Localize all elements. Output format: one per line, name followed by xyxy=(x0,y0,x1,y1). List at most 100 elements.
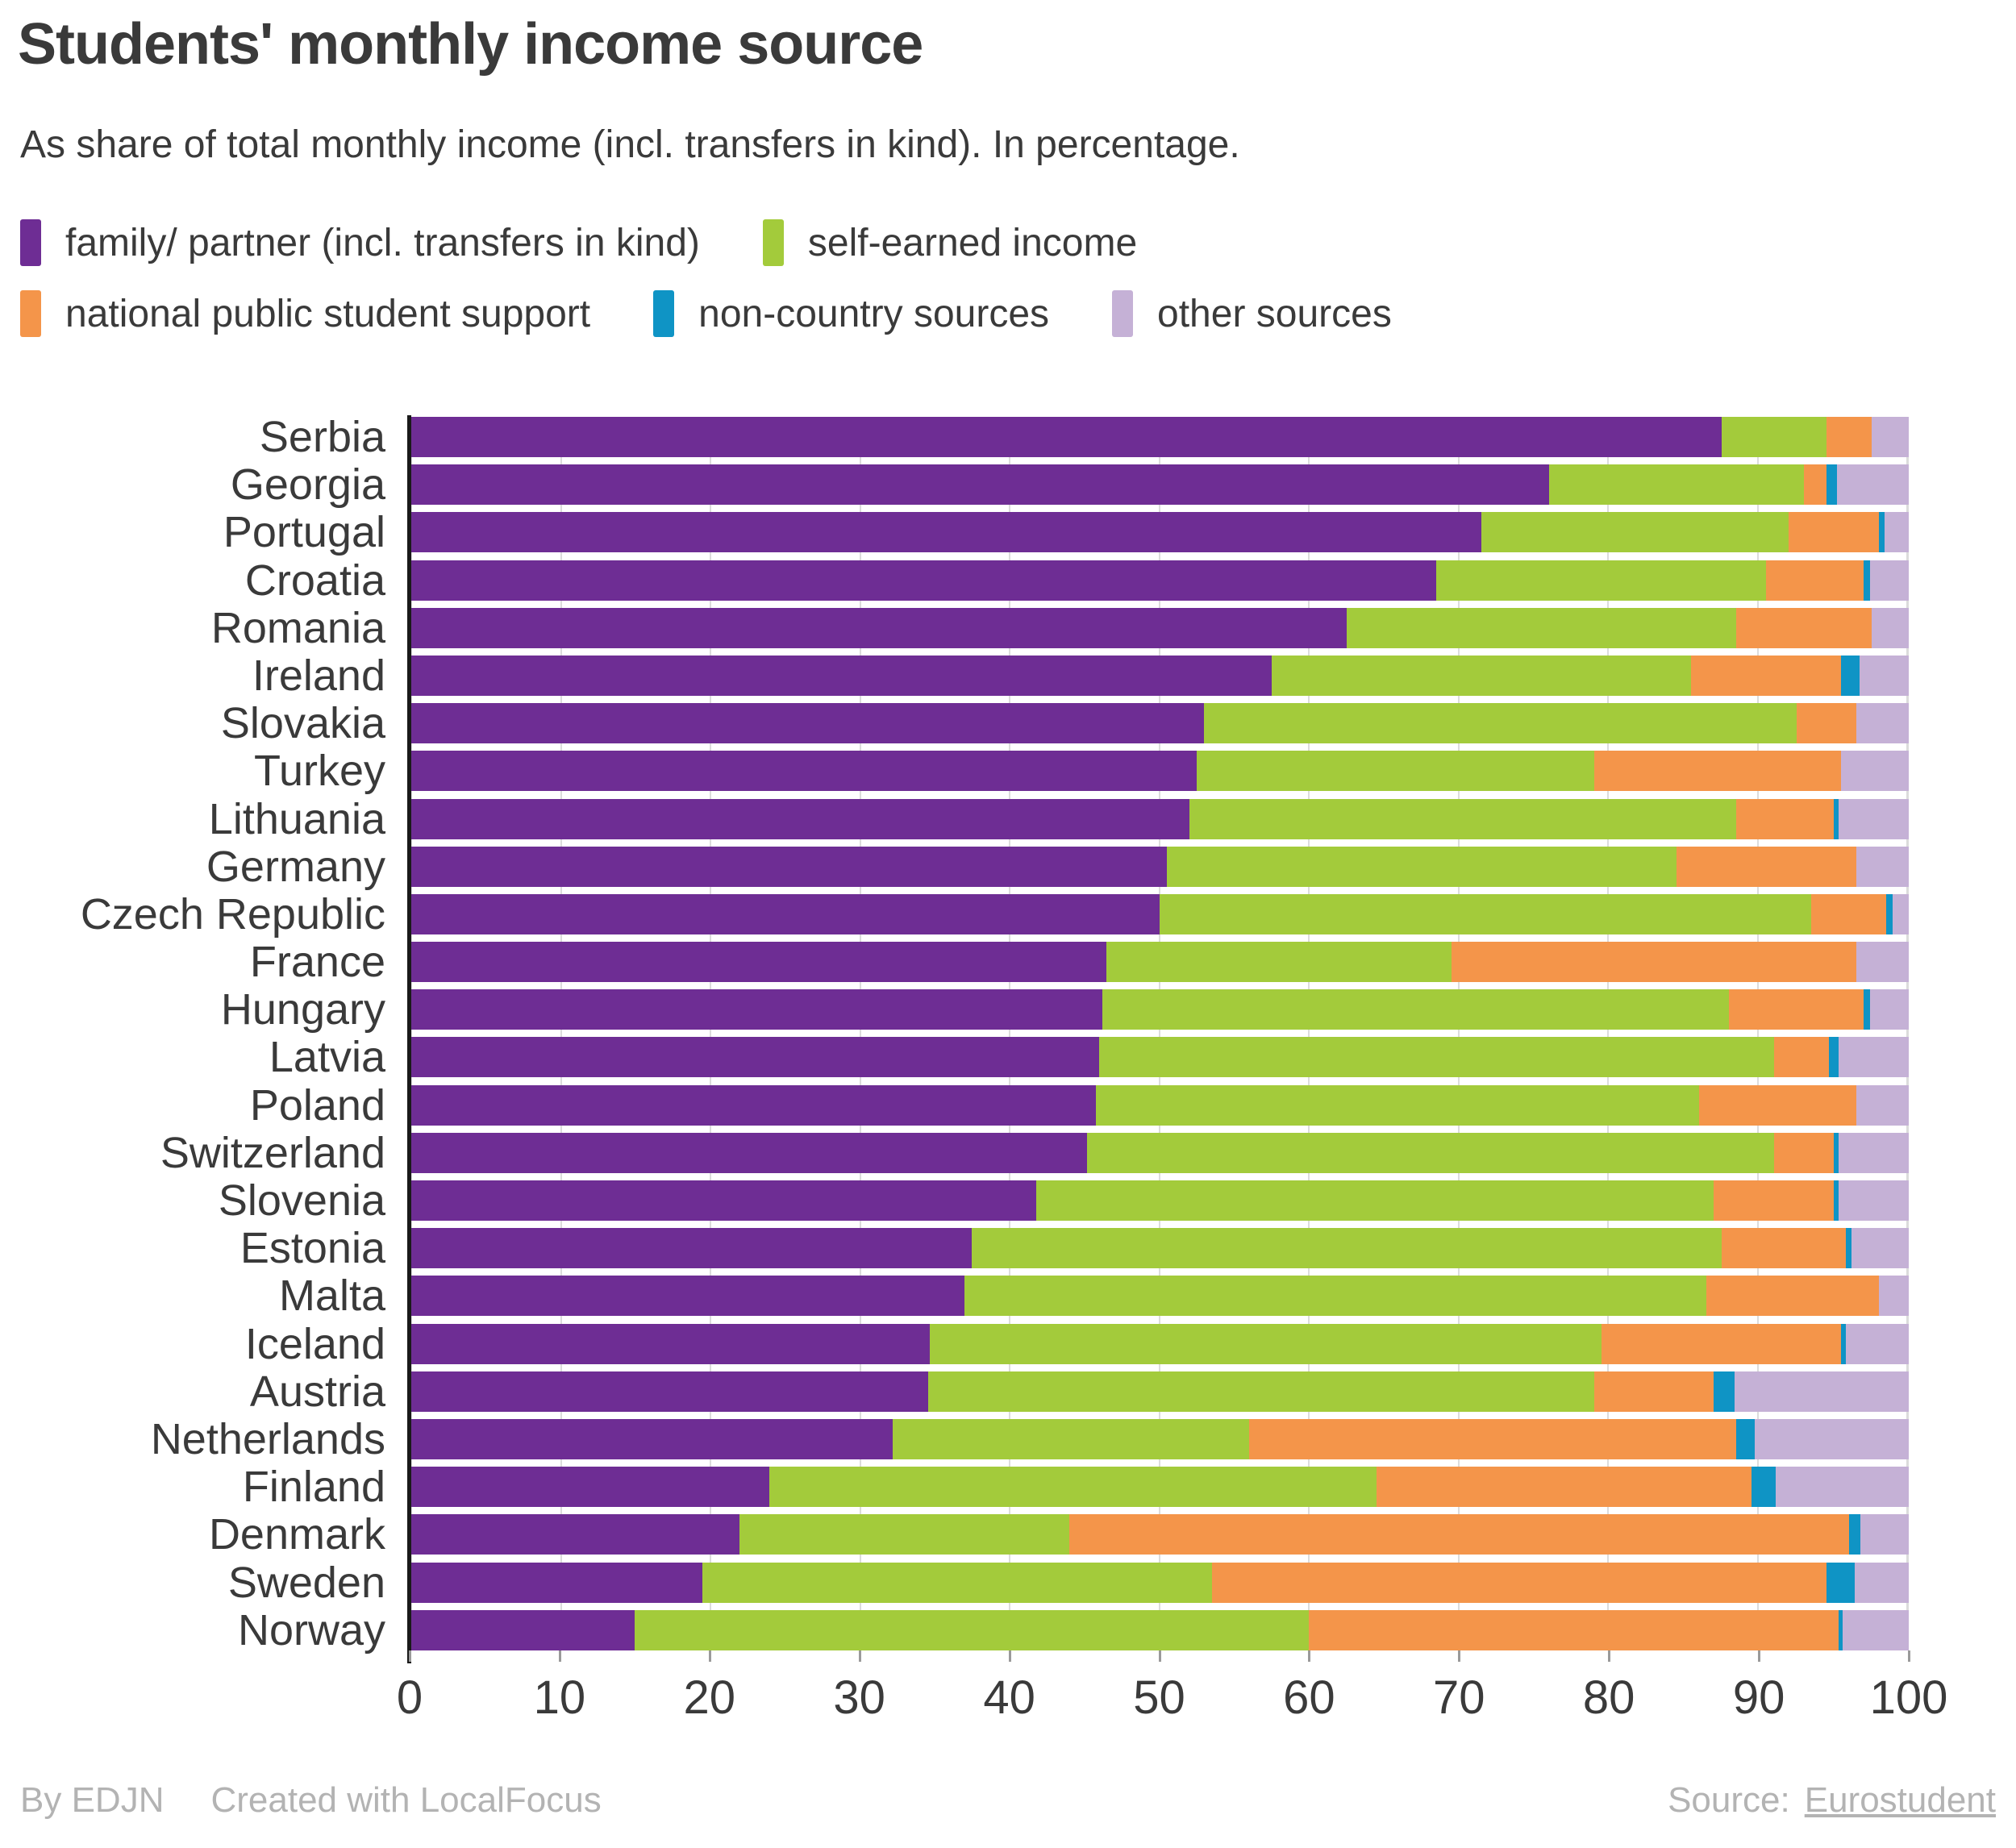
legend-item-non_country: non-country sources xyxy=(653,290,1049,337)
national_support-segment xyxy=(1601,1323,1842,1364)
family-segment xyxy=(410,942,1107,983)
x-axis-labels: 0 10 20 30 40 50 60 70 80 90 100 xyxy=(397,1671,1948,1727)
family-segment xyxy=(410,1514,739,1555)
self_earned-segment xyxy=(972,1228,1722,1269)
other-segment xyxy=(1856,846,1909,887)
stacked-bar xyxy=(410,1228,1909,1269)
family-segment xyxy=(410,1609,635,1650)
created-with: Created with LocalFocus xyxy=(210,1780,602,1820)
byline: By EDJN xyxy=(20,1780,165,1820)
family-segment xyxy=(410,798,1189,839)
self_earned-segment xyxy=(1087,1132,1774,1173)
non_country-segment xyxy=(1841,655,1860,696)
bar-row: Germany xyxy=(0,842,1909,891)
other-segment xyxy=(1851,1228,1909,1269)
stacked-bar xyxy=(410,1132,1909,1173)
self_earned-segment xyxy=(1271,655,1692,696)
bar-row: Ireland xyxy=(0,654,1909,697)
tick-20 xyxy=(708,1650,711,1662)
stacked-bar xyxy=(410,1562,1909,1603)
self_earned-segment xyxy=(892,1418,1250,1459)
country-label: Malta xyxy=(278,1272,385,1321)
legend-label: non-country sources xyxy=(698,292,1050,335)
national_support-segment xyxy=(1706,1276,1879,1317)
bar-row: Slovakia xyxy=(0,701,1909,745)
national_support-swatch-icon xyxy=(20,290,41,337)
non_country-segment xyxy=(1864,989,1870,1030)
family-segment xyxy=(410,1180,1037,1221)
self_earned-segment xyxy=(1166,846,1677,887)
national_support-segment xyxy=(1766,560,1864,601)
bar-row: Latvia xyxy=(0,1033,1909,1082)
self_earned-segment xyxy=(1189,798,1737,839)
gridline-90 xyxy=(1756,418,1759,1649)
other-segment xyxy=(1878,1276,1909,1317)
stacked-bar xyxy=(410,1514,1909,1555)
country-label: Germany xyxy=(206,842,385,891)
legend-item-national_support: national public student support xyxy=(20,290,590,337)
self_earned-segment xyxy=(1159,893,1812,934)
family-segment xyxy=(410,846,1167,887)
legend-label: self-earned income xyxy=(807,221,1138,264)
tick-30 xyxy=(858,1650,861,1662)
bar-row: Serbia xyxy=(0,415,1909,459)
x-axis-label-0: 0 xyxy=(396,1671,423,1724)
tick-100 xyxy=(1908,1650,1910,1662)
bar-row: Hungary xyxy=(0,985,1909,1034)
legend-label: family/ partner (incl. transfers in kind… xyxy=(65,221,700,264)
family-segment xyxy=(410,1467,770,1508)
other-segment xyxy=(1735,1371,1909,1412)
country-label: Croatia xyxy=(244,556,385,605)
country-label: Sweden xyxy=(227,1558,385,1607)
tick-80 xyxy=(1608,1650,1611,1662)
source-link[interactable]: Eurostudent xyxy=(1804,1780,1996,1820)
country-label: Turkey xyxy=(253,747,385,796)
national_support-segment xyxy=(1728,989,1864,1030)
non_country-segment xyxy=(1834,1180,1839,1221)
family-segment xyxy=(410,989,1102,1030)
bar-row: Turkey xyxy=(0,747,1909,796)
family-segment xyxy=(410,560,1437,601)
bar-rows: Serbia Georgia Portugal Croatia Romania Irela… xyxy=(0,415,1909,1652)
stacked-bar xyxy=(410,989,1909,1030)
non_country-segment xyxy=(1838,1609,1843,1650)
gridline-60 xyxy=(1308,418,1310,1649)
bar-row: Malta xyxy=(0,1272,1909,1321)
family-segment xyxy=(410,703,1205,744)
x-axis-label-100: 100 xyxy=(1869,1671,1948,1724)
legend-item-self_earned: self-earned income xyxy=(762,219,1138,266)
non_country-segment xyxy=(1841,1323,1846,1364)
family-segment xyxy=(410,1323,931,1364)
bar-row: Romania xyxy=(0,603,1909,652)
legend-item-other: other sources xyxy=(1112,290,1392,337)
footer-credits: By EDJN Created with LocalFocus xyxy=(20,1780,602,1821)
tick-60 xyxy=(1308,1650,1311,1662)
self_earned-segment xyxy=(702,1562,1212,1603)
bar-row: Czech Republic xyxy=(0,893,1909,936)
self_earned-segment xyxy=(1106,942,1452,983)
tick-10 xyxy=(558,1650,561,1662)
family-segment xyxy=(410,417,1722,457)
country-label: Romania xyxy=(210,603,385,652)
self_earned-segment xyxy=(1436,560,1767,601)
national_support-segment xyxy=(1714,1180,1835,1221)
gridline-20 xyxy=(710,418,711,1649)
family-segment xyxy=(410,607,1347,648)
national_support-segment xyxy=(1211,1562,1826,1603)
national_support-segment xyxy=(1691,655,1842,696)
bar-row: Georgia xyxy=(0,463,1909,506)
x-axis-label-70: 70 xyxy=(1433,1671,1485,1724)
stacked-bar xyxy=(410,417,1909,457)
stacked-bar xyxy=(410,1276,1909,1317)
national_support-segment xyxy=(1721,1228,1846,1269)
legend-label: national public student support xyxy=(65,292,591,335)
gridline-30 xyxy=(859,418,861,1649)
footer-source: Source: Eurostudent xyxy=(1668,1780,1996,1821)
country-label: Iceland xyxy=(244,1319,385,1368)
other-segment xyxy=(1892,893,1909,934)
country-label: Latvia xyxy=(269,1033,385,1082)
gridline-70 xyxy=(1457,418,1460,1649)
non_country-segment xyxy=(1864,560,1870,601)
country-label: Hungary xyxy=(220,985,385,1034)
self_earned-segment xyxy=(634,1609,1310,1650)
